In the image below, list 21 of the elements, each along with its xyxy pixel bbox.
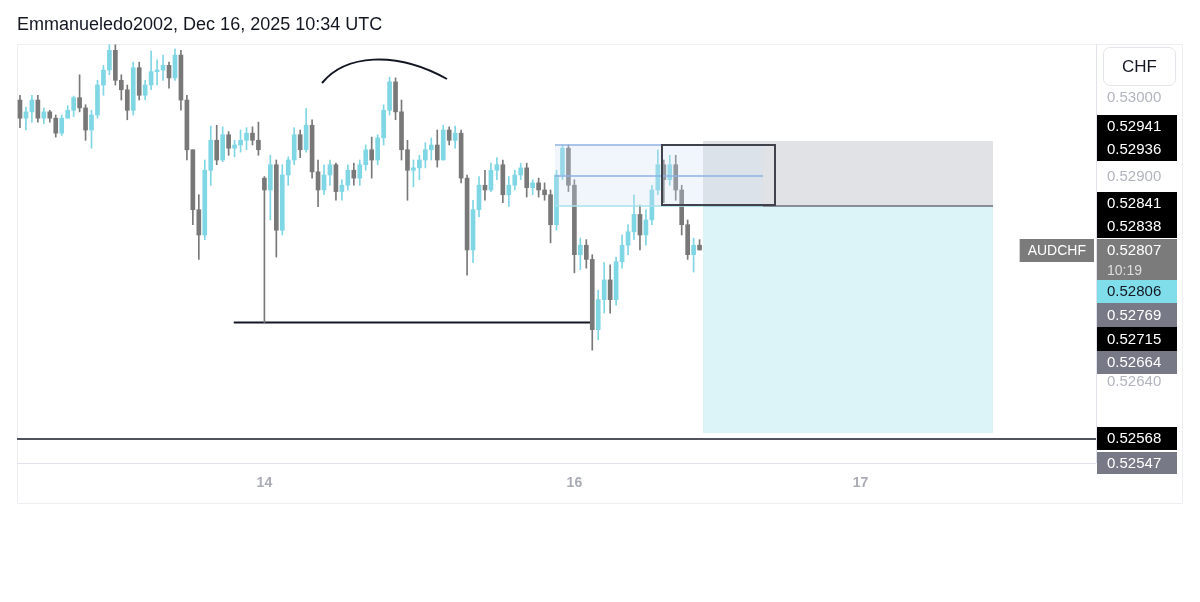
y-tick-label: 0.52900 [1107,166,1162,184]
y-tick-label: 0.52640 [1107,371,1162,389]
text: 0.52715 [1107,329,1162,347]
text: 0.52936 [1107,140,1162,158]
text: 0.52807 [1107,241,1162,259]
text: 0.52941 [1107,117,1162,135]
ref-line-label: 0.52568 [1107,429,1162,447]
x-tick-label: 14 [256,474,273,491]
y-axis-title: CHF [1103,47,1176,86]
text: 0.52806 [1107,282,1162,300]
x-tick-label: 17 [852,474,869,491]
annotation: AUDCHF [1027,241,1087,258]
x-tick-label: 16 [566,474,583,491]
text: 0.52547 [1107,453,1162,471]
text: 0.52664 [1107,353,1162,371]
text: 0.52769 [1107,305,1162,323]
text: 10:19 [1107,262,1143,279]
text: 0.52838 [1107,217,1162,235]
y-tick-label: 0.53000 [1107,87,1162,105]
text: 0.52841 [1107,194,1162,212]
chart-title: Emmanueledo2002, Dec 16, 2025 10:34 UTC [17,13,383,35]
